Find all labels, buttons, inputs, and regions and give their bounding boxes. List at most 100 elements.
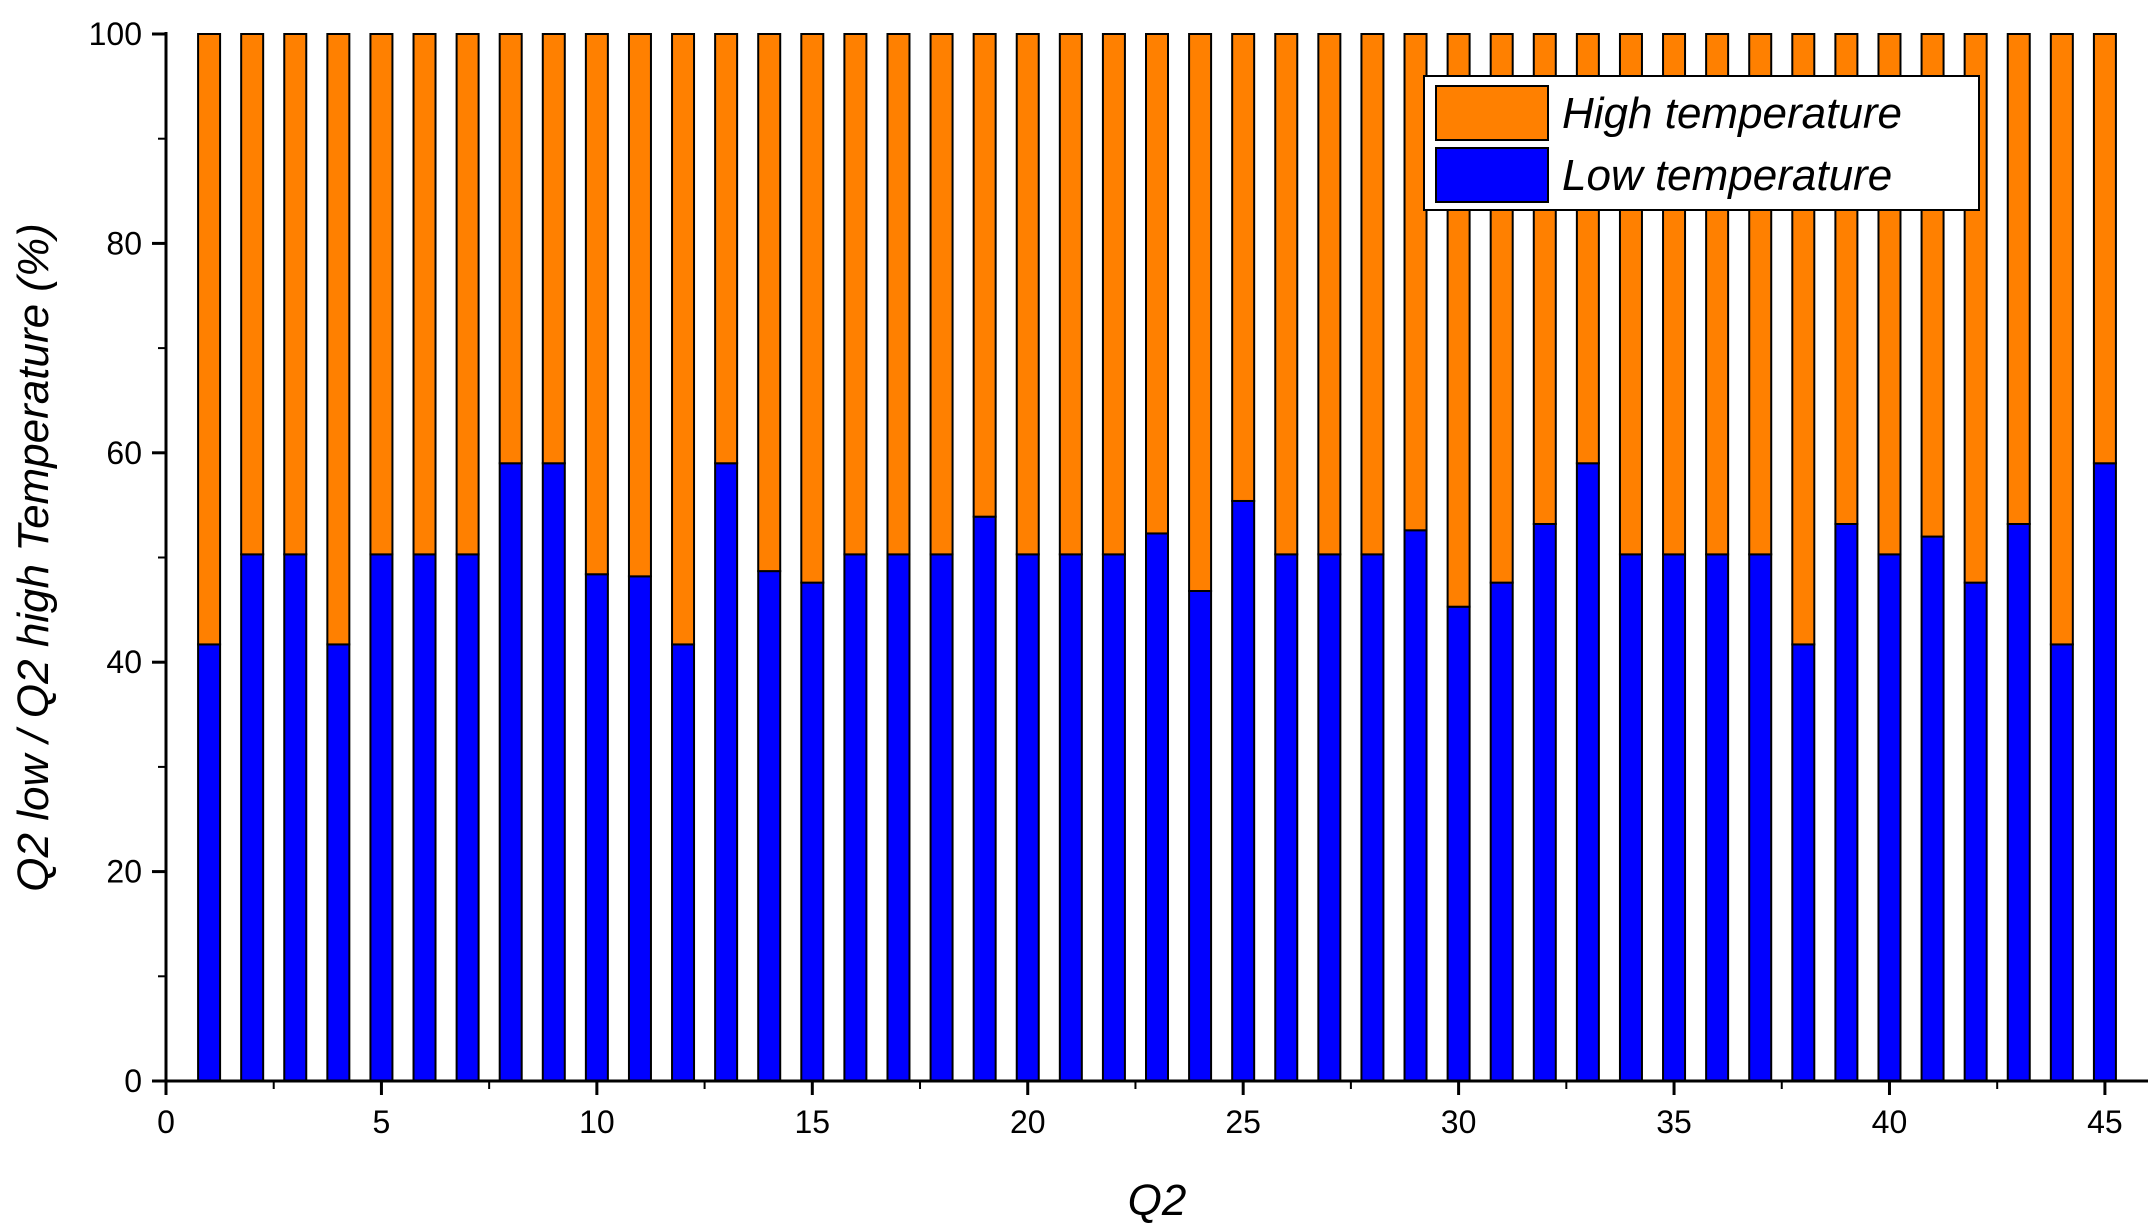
legend-label-high-temperature: High temperature (1562, 89, 1902, 138)
bar-high-temperature-29 (1403, 33, 1428, 532)
y-tick-label-40: 40 (106, 644, 142, 680)
bar-low-temperature-18 (929, 553, 954, 1082)
bar-low-temperature-1 (197, 643, 222, 1082)
axes-layer: 0 20 40 60 80 100 0 5 10 15 20 25 30 35 40 45 (89, 16, 2148, 1140)
y-tick-label-0: 0 (124, 1063, 142, 1099)
bar-low-temperature-17 (886, 553, 911, 1082)
bar-high-temperature-45 (2092, 33, 2117, 465)
bar-low-temperature-39 (1834, 522, 1859, 1082)
x-tick-label-45: 45 (2087, 1104, 2123, 1140)
bar-high-temperature-3 (283, 33, 308, 556)
bar-low-temperature-15 (800, 581, 825, 1082)
bar-high-temperature-4 (326, 33, 351, 646)
bar-low-temperature-27 (1317, 553, 1342, 1082)
bar-low-temperature-44 (2049, 643, 2074, 1082)
bar-high-temperature-5 (369, 33, 394, 556)
x-tick-label-10: 10 (579, 1104, 615, 1140)
x-tick-label-25: 25 (1225, 1104, 1261, 1140)
bar-low-temperature-35 (1662, 553, 1687, 1082)
bar-high-temperature-6 (412, 33, 437, 556)
bar-high-temperature-19 (972, 33, 997, 518)
legend: High temperature Low temperature (1423, 75, 1980, 211)
bar-low-temperature-22 (1101, 553, 1126, 1082)
bar-high-temperature-25 (1231, 33, 1256, 502)
bar-high-temperature-12 (671, 33, 696, 646)
bar-low-temperature-16 (843, 553, 868, 1082)
bar-high-temperature-28 (1360, 33, 1385, 556)
x-tick-label-20: 20 (1010, 1104, 1046, 1140)
bar-high-temperature-9 (541, 33, 566, 465)
bar-high-temperature-16 (843, 33, 868, 556)
bar-low-temperature-26 (1274, 553, 1299, 1082)
bar-low-temperature-45 (2092, 462, 2117, 1082)
bar-high-temperature-23 (1145, 33, 1169, 535)
x-tick-label-15: 15 (795, 1104, 831, 1140)
x-tick-label-5: 5 (373, 1104, 391, 1140)
bar-high-temperature-13 (714, 33, 739, 465)
bar-high-temperature-21 (1058, 33, 1083, 556)
bar-low-temperature-10 (584, 573, 609, 1082)
bar-high-temperature-27 (1317, 33, 1342, 556)
bar-low-temperature-38 (1791, 643, 1816, 1082)
bar-low-temperature-29 (1403, 529, 1428, 1082)
y-tick-label-60: 60 (106, 435, 142, 471)
x-tick-label-30: 30 (1441, 1104, 1477, 1140)
bar-low-temperature-7 (455, 553, 480, 1082)
y-tick-label-20: 20 (106, 854, 142, 890)
bar-low-temperature-43 (2006, 522, 2031, 1082)
bar-low-temperature-40 (1877, 553, 1902, 1082)
bar-low-temperature-33 (1575, 462, 1600, 1082)
x-tick-label-35: 35 (1656, 1104, 1692, 1140)
x-tick-label-40: 40 (1872, 1104, 1908, 1140)
bar-low-temperature-6 (412, 553, 437, 1082)
bar-high-temperature-26 (1274, 33, 1299, 556)
y-axis-title: Q2 low / Q2 high Temperature (%) (9, 223, 58, 891)
legend-swatch-high-temperature (1435, 85, 1549, 141)
bar-high-temperature-11 (627, 33, 652, 578)
bar-low-temperature-25 (1231, 499, 1256, 1083)
bar-low-temperature-5 (369, 553, 394, 1082)
bar-high-temperature-1 (197, 33, 222, 646)
bar-low-temperature-32 (1532, 522, 1557, 1082)
bar-low-temperature-3 (283, 553, 308, 1082)
bar-high-temperature-15 (800, 33, 825, 584)
y-tick-label-100: 100 (89, 16, 142, 52)
bar-low-temperature-34 (1618, 553, 1643, 1082)
bar-high-temperature-7 (455, 33, 480, 556)
bar-high-temperature-20 (1015, 33, 1040, 556)
bar-low-temperature-2 (240, 553, 265, 1082)
bar-high-temperature-24 (1188, 33, 1213, 593)
bar-low-temperature-20 (1015, 553, 1040, 1082)
bar-low-temperature-23 (1145, 532, 1169, 1082)
bar-low-temperature-13 (714, 462, 739, 1082)
legend-swatch-low-temperature (1435, 147, 1549, 203)
bar-low-temperature-31 (1489, 581, 1514, 1082)
bar-low-temperature-8 (498, 462, 523, 1082)
legend-label-low-temperature: Low temperature (1562, 151, 1892, 200)
bar-high-temperature-14 (757, 33, 782, 573)
bar-low-temperature-11 (627, 575, 652, 1082)
bar-low-temperature-42 (1963, 581, 1988, 1082)
bar-low-temperature-19 (972, 515, 997, 1082)
bar-low-temperature-9 (541, 462, 566, 1082)
x-axis-title: Q2 (1128, 1176, 1187, 1225)
bar-high-temperature-17 (886, 33, 911, 556)
bar-low-temperature-12 (671, 643, 696, 1082)
bar-low-temperature-4 (326, 643, 351, 1082)
bar-high-temperature-44 (2049, 33, 2074, 646)
x-tick-label-0: 0 (157, 1104, 175, 1140)
bar-high-temperature-18 (929, 33, 954, 556)
bar-low-temperature-14 (757, 570, 782, 1083)
bar-high-temperature-2 (240, 33, 265, 556)
bar-high-temperature-22 (1101, 33, 1126, 556)
bar-low-temperature-30 (1446, 605, 1471, 1082)
bar-low-temperature-36 (1705, 553, 1730, 1082)
bar-low-temperature-28 (1360, 553, 1385, 1082)
bar-low-temperature-37 (1748, 553, 1773, 1082)
bar-high-temperature-10 (584, 33, 609, 576)
bar-high-temperature-8 (498, 33, 523, 465)
y-tick-label-80: 80 (106, 225, 142, 261)
bar-low-temperature-21 (1058, 553, 1083, 1082)
